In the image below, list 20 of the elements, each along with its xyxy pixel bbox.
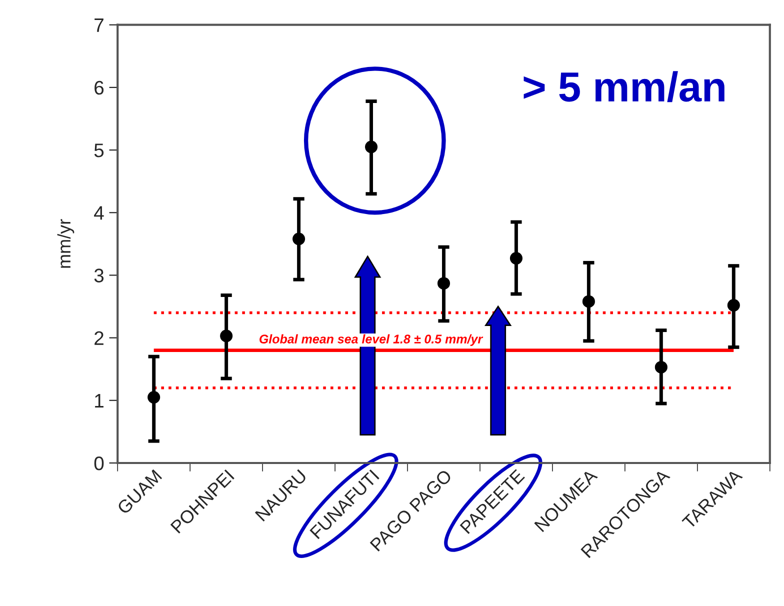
point: [654, 360, 668, 374]
y-tick-label: 6: [94, 80, 104, 95]
ref-line-label: Global mean sea level 1.8 ± 0.5 mm/yr: [260, 334, 484, 346]
y-tick-label: 2: [94, 331, 104, 345]
point: [437, 277, 450, 290]
point: [510, 252, 522, 265]
point: [364, 140, 378, 154]
y-tick-label: 0: [94, 456, 104, 470]
point: [727, 298, 740, 312]
y-tick-label: 5: [94, 144, 104, 158]
y-tick-label: 1: [95, 394, 104, 408]
point: [148, 390, 160, 404]
y-axis-title: mm/yr: [57, 219, 74, 268]
annotation: > 5 mm/an: [524, 71, 724, 102]
point: [582, 295, 595, 308]
y-tick-label: 4: [94, 206, 104, 220]
y-tick-label: 7: [94, 18, 104, 32]
point: [292, 232, 306, 246]
point: [220, 330, 233, 342]
y-tick-label: 3: [94, 268, 104, 282]
